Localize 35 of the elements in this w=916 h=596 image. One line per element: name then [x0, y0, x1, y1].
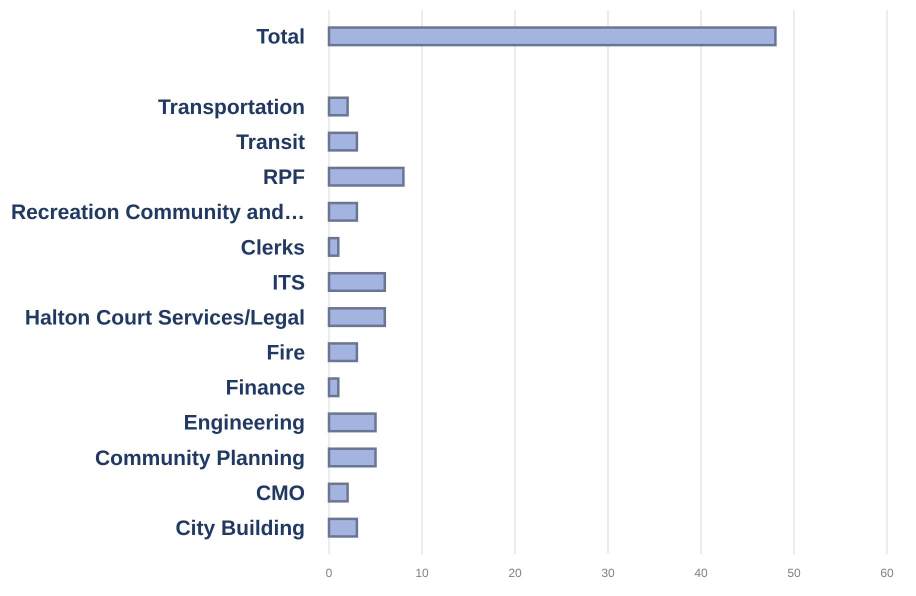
bar [328, 26, 777, 46]
y-tick-label: Engineering [184, 412, 305, 435]
bar [328, 132, 358, 152]
y-tick-label: Clerks [240, 236, 305, 260]
y-tick-label: Transit [236, 130, 305, 154]
y-tick-label: Finance [226, 376, 305, 400]
y-tick-label: Recreation Community and… [10, 201, 305, 224]
x-tick-label: 40 [694, 566, 708, 580]
bar [328, 342, 358, 362]
y-tick-label: CMO [256, 482, 305, 505]
y-tick-label: RPF [263, 166, 306, 190]
bar [328, 236, 340, 257]
bar [328, 272, 386, 292]
bar [328, 518, 358, 538]
x-tick-label: 30 [601, 566, 615, 580]
bar [328, 482, 349, 503]
y-tick-label: Transportation [158, 96, 305, 119]
y-tick-label: Community Planning [95, 446, 305, 470]
bar [328, 202, 358, 222]
x-tick-label: 0 [326, 566, 333, 580]
y-tick-label: Halton Court Services/Legal [24, 306, 305, 330]
bar [328, 412, 377, 432]
y-tick-label: City Building [176, 517, 305, 540]
y-tick-label: ITS [272, 271, 305, 294]
bar [328, 307, 386, 328]
y-tick-label: Fire [266, 342, 305, 365]
x-tick-label: 20 [508, 566, 522, 580]
x-tick-label: 60 [880, 566, 894, 580]
y-tick-label: Total [256, 26, 305, 49]
bar [328, 96, 349, 117]
x-tick-label: 50 [787, 566, 801, 580]
x-tick-label: 10 [415, 566, 429, 580]
bar [328, 447, 377, 468]
bar [328, 166, 405, 187]
bar [328, 377, 340, 398]
